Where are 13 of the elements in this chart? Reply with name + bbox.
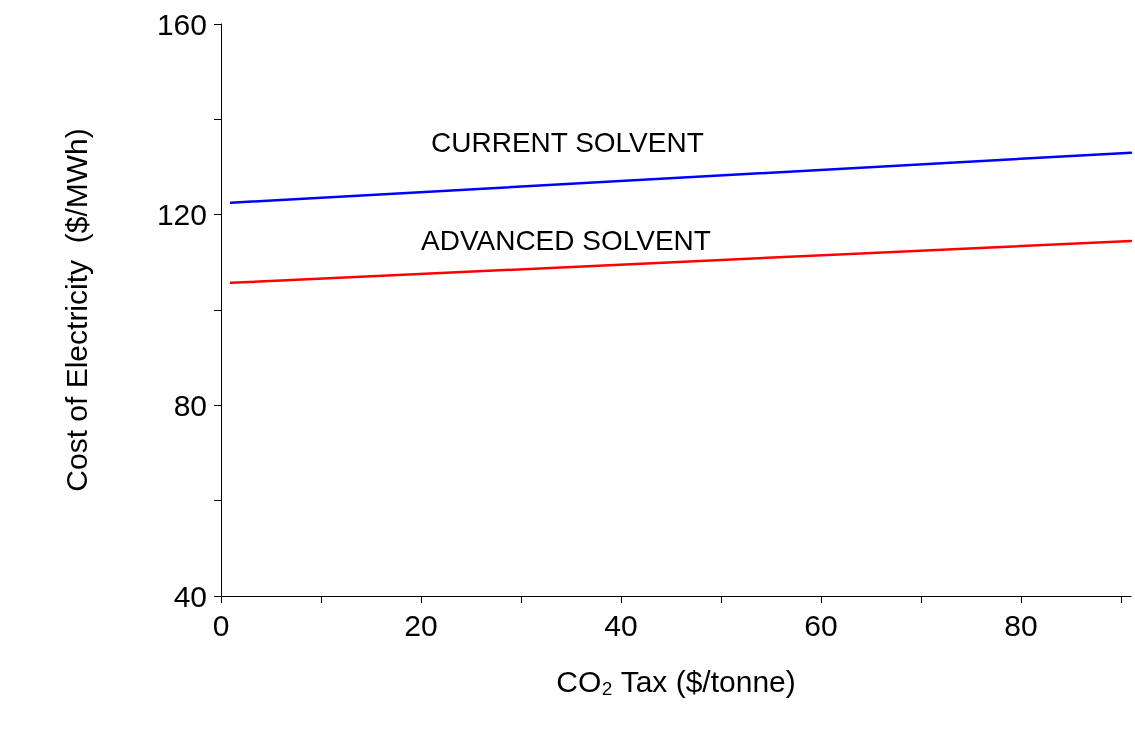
y-tick-label: 80: [173, 388, 207, 422]
y-tick-label: 120: [156, 198, 207, 232]
y-tick-label: 160: [156, 7, 207, 41]
y-tick-label: 40: [173, 579, 207, 613]
x-tick-label: 20: [404, 608, 438, 642]
x-axis-title: CO₂ Tax ($/tonne): [556, 664, 796, 698]
x-tick-label: 0: [212, 608, 230, 642]
series-label: ADVANCED SOLVENT: [421, 225, 711, 257]
x-tick-label: 60: [804, 608, 838, 642]
series-label: CURRENT SOLVENT: [431, 127, 704, 159]
x-tick-label: 40: [604, 608, 638, 642]
y-axis-title: Cost of Electricity ($/MWh): [59, 128, 93, 492]
x-tick-label: 80: [1004, 608, 1038, 642]
